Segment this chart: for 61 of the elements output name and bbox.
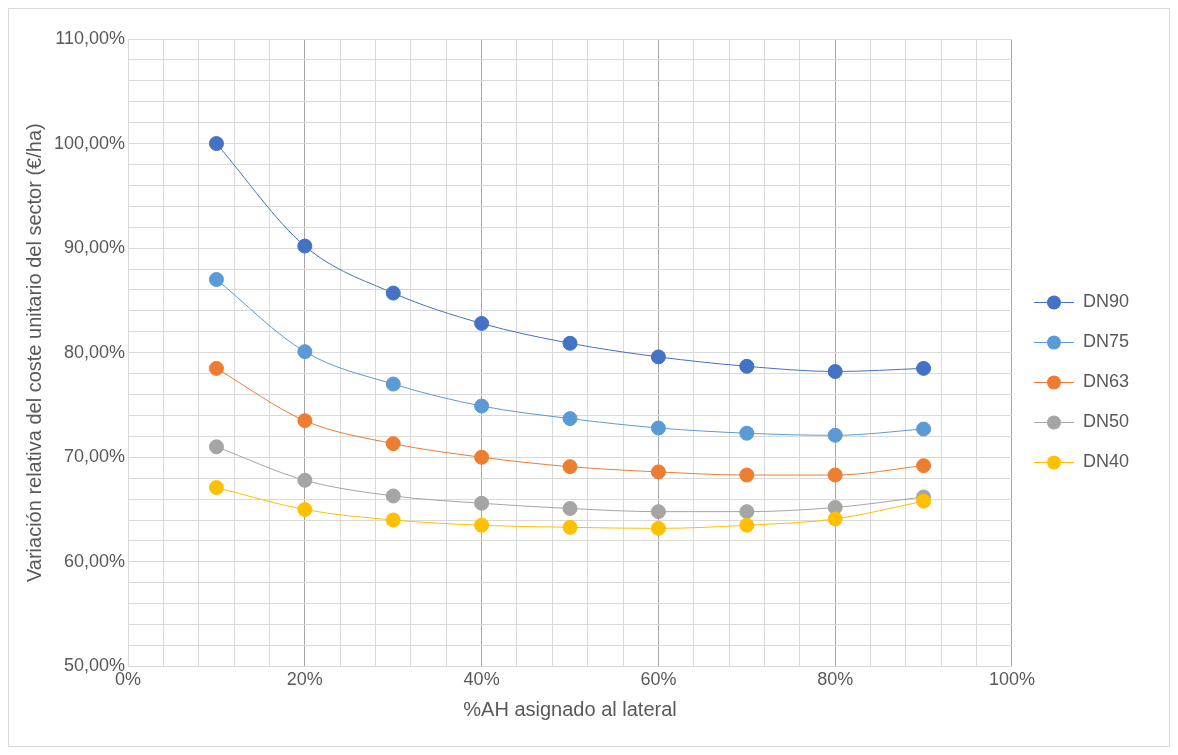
point (297, 238, 313, 254)
point (827, 467, 843, 483)
point (474, 315, 490, 331)
point (562, 501, 578, 516)
point (827, 511, 843, 527)
point (297, 413, 313, 429)
point (650, 349, 666, 365)
legend-label: DN90 (1082, 291, 1130, 312)
point (739, 358, 755, 374)
point (739, 425, 755, 441)
point (562, 459, 578, 475)
point (208, 360, 224, 376)
point (650, 504, 666, 520)
y-tick-label: 100,00% (54, 132, 126, 153)
point (474, 517, 490, 533)
legend-label: DN50 (1082, 411, 1130, 432)
point (385, 512, 401, 528)
legend-label: DN75 (1082, 331, 1130, 352)
point (474, 398, 490, 414)
point (827, 427, 843, 443)
y-tick-label: 90,00% (64, 237, 126, 258)
point (297, 472, 313, 488)
point (385, 488, 401, 504)
point (827, 364, 843, 380)
y-axis-title: Variación relativa del coste unitario del sector (€/ha) (22, 123, 45, 583)
point (474, 495, 490, 511)
x-tick-label: 60% (640, 669, 677, 690)
point (385, 376, 401, 392)
point (208, 136, 224, 152)
x-axis-title: %AH asignado al lateral (463, 697, 677, 720)
point (208, 439, 224, 455)
point (297, 502, 313, 518)
point (650, 420, 666, 436)
legend-label: DN63 (1082, 371, 1130, 392)
y-tick-label: 110,00% (55, 27, 126, 48)
point (739, 517, 755, 533)
legend-label: DN40 (1082, 451, 1130, 472)
y-tick-label: 80,00% (64, 341, 126, 362)
point (562, 519, 578, 535)
x-tick-label: 100% (988, 669, 1035, 690)
point (385, 436, 401, 452)
x-tick-label: 20% (286, 669, 323, 690)
x-tick-label: 40% (463, 669, 500, 690)
point (474, 449, 490, 465)
point (916, 421, 932, 437)
point (562, 335, 578, 351)
point (650, 520, 666, 536)
x-tick-label: 80% (817, 669, 854, 690)
point (739, 504, 755, 520)
y-tick-label: 70,00% (64, 446, 126, 467)
point (650, 464, 666, 480)
point (297, 344, 313, 360)
point (916, 493, 932, 509)
point (385, 285, 401, 301)
point (208, 272, 224, 287)
point (739, 467, 755, 483)
point (916, 360, 932, 376)
point (562, 411, 578, 427)
y-tick-label: 60,00% (64, 550, 126, 571)
point (916, 458, 932, 474)
point (208, 480, 224, 496)
